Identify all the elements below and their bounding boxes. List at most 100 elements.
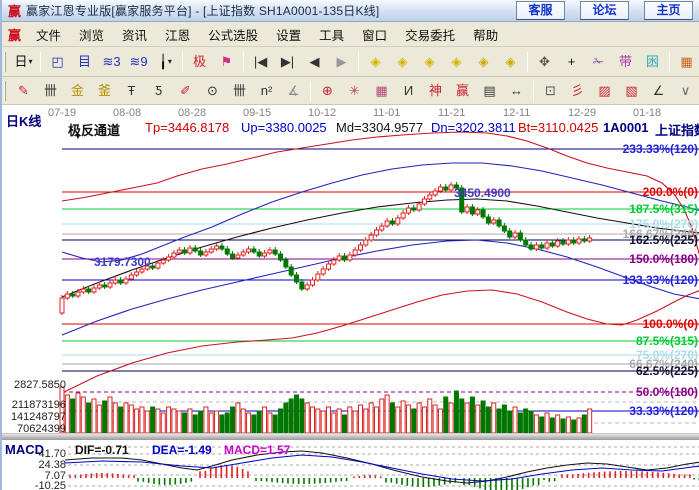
volume-bar [496,408,502,434]
hand-drag-icon[interactable]: ✥ [539,54,550,69]
candle-body [491,219,497,224]
gann-label-3: 175.0%(270) [629,217,698,231]
ruler-2-icon[interactable]: 卌 [232,83,246,98]
five-spiral-icon[interactable]: Ƽ [154,83,163,98]
shen-tool-icon[interactable]: 神 [428,83,442,98]
candle-body [379,225,385,231]
menu-item-8[interactable]: 交易委托 [405,28,456,43]
wave-3-icon[interactable]: ≋3 [102,54,121,69]
candle-body [134,271,140,276]
gold-seal-2-icon[interactable]: 釜 [97,83,111,98]
forum-button[interactable]: 论坛 [580,1,629,20]
candle-body [102,284,108,288]
crosshair-icon[interactable]: + [567,54,576,69]
first-page-icon[interactable]: |◀ [253,54,268,69]
home-button[interactable]: 主页 [644,1,693,20]
box-corner-icon[interactable]: ⊡ [545,83,556,98]
v-check-icon[interactable]: ∨ [680,83,691,98]
hatch-box-1-icon[interactable]: ▨ [598,83,611,98]
menu-item-9[interactable]: 帮助 [473,28,499,43]
candle-body [59,297,65,314]
angle-lines-icon[interactable]: ∠ [652,83,665,98]
candle-body [576,238,582,244]
width-measure-icon[interactable]: ↔ [510,83,523,98]
candle-body [144,265,150,270]
menu-item-3[interactable]: 江恩 [165,28,191,43]
menu-item-0[interactable]: 文件 [36,28,62,43]
hatch-box-2-icon[interactable]: ▧ [625,83,638,98]
diamond-tool-4-icon[interactable]: ◈ [451,54,462,69]
volume-scale-3: 70624399 [17,423,66,435]
fan-rays-icon[interactable]: 彡 [570,83,584,98]
diamond-tool-2-icon[interactable]: ◈ [397,54,408,69]
calendar-21-icon[interactable]: ▦ [680,54,693,69]
wave-9-icon[interactable]: ≋9 [129,54,148,69]
zoom-area-icon[interactable]: ◰ [51,54,64,69]
grid-seal-icon[interactable]: ▦ [375,83,388,98]
volume-bar [91,398,97,434]
diamond-tool-3-icon[interactable]: ◈ [424,54,435,69]
menu-item-7[interactable]: 窗口 [362,28,388,43]
ribbon-tool-icon[interactable]: 带 [618,54,632,69]
quote-list-icon[interactable]: 目 [77,54,91,69]
volume-bar [155,408,161,434]
angle-ruler-icon[interactable]: ∡ [287,83,300,98]
gann-label-10: 75.0%(270) [635,348,698,362]
period-day-selector[interactable]: 日 ▾ [14,54,33,69]
diamond-tool-1-icon[interactable]: ◈ [370,54,381,69]
candle-body [443,186,449,191]
time-cycle-icon[interactable]: ⊙ [207,83,218,98]
ruler-123-icon[interactable]: ▤ [483,83,496,98]
gann-label-5: 162.5%(225) [629,233,698,247]
candle-body [246,248,252,253]
volume-bar [187,408,193,434]
menu-item-5[interactable]: 设置 [276,28,302,43]
diamond-tool-5-icon[interactable]: ◈ [478,54,489,69]
candle-body [336,255,342,261]
date-tick-7: 12-11 [503,107,531,119]
ruler-ticks-icon[interactable]: 卌 [43,83,57,98]
diamond-tool-6-icon[interactable]: ◈ [505,54,516,69]
brain-tool-icon[interactable]: 囦 [645,54,659,69]
volume-bar [485,406,491,434]
candle-body [469,206,475,215]
candle-body [421,198,427,205]
customer-service-button[interactable]: 客服 [516,1,565,20]
target-icon[interactable]: ⊕ [322,83,333,98]
indicator-name[interactable]: 极反通道 [68,123,121,138]
starburst-icon[interactable]: ✳ [349,83,360,98]
cut-tool-icon[interactable]: ✁ [593,54,604,69]
menu-item-2[interactable]: 资讯 [122,28,148,43]
brush-2-icon[interactable]: ✐ [180,83,191,98]
volume-bar [443,396,449,434]
macd-pane-label[interactable]: MACD [5,442,44,457]
prev-page-icon[interactable]: ◀ [309,54,320,69]
period-label[interactable]: 日K线 [6,114,42,129]
n-wave-icon[interactable]: И [403,83,414,98]
candle-style-icon[interactable]: ╽ ▾ [159,54,172,69]
indicator-dropdown-arrow[interactable]: ▼ [74,132,82,141]
next-page-icon[interactable]: ▶ [336,54,347,69]
jiangen-tool-icon[interactable]: 极 [192,54,206,69]
volume-bar [160,412,166,434]
ying-tool-icon[interactable]: 赢 [455,83,469,98]
brush-red-icon[interactable]: ✎ [18,83,29,98]
n-square-icon[interactable]: n² [260,83,273,98]
color-flag-icon[interactable]: ⚑ [220,54,233,69]
f-ruler-icon[interactable]: Ŧ [127,83,136,98]
menu-item-4[interactable]: 公式选股 [208,28,259,43]
menu-item-6[interactable]: 工具 [319,28,345,43]
candle-body [501,225,507,232]
menu-item-1[interactable]: 浏览 [79,28,105,43]
last-page-icon[interactable]: ▶| [280,54,295,69]
toolbar-handle[interactable] [4,51,6,72]
gold-seal-1-icon[interactable]: 金 [70,83,84,98]
toolbar-handle[interactable] [4,80,6,101]
candle-body [139,268,145,273]
volume-bar [373,406,379,434]
volume-bar [459,398,465,434]
volume-bar [523,408,529,434]
pane-splitter[interactable] [2,433,699,440]
chart-pane[interactable]: 日K线 07-19 08-08 08-28 09-15 10-12 11-01 11-21 1… [2,105,699,490]
